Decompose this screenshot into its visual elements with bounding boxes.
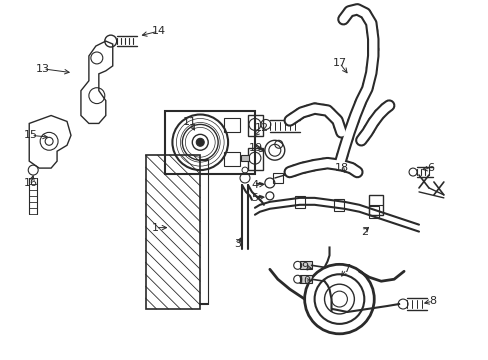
Text: 6: 6 <box>427 163 433 173</box>
Bar <box>247 114 263 136</box>
Bar <box>165 111 254 174</box>
Bar <box>299 261 311 269</box>
Text: 2: 2 <box>360 226 367 237</box>
Text: 19: 19 <box>248 143 263 153</box>
Text: 17: 17 <box>332 58 346 68</box>
Text: 12: 12 <box>254 123 268 134</box>
Bar <box>145 155 200 309</box>
Bar <box>299 275 311 283</box>
Text: 5: 5 <box>251 193 258 203</box>
Text: 8: 8 <box>428 296 436 306</box>
Text: 15: 15 <box>24 130 38 140</box>
Text: 11: 11 <box>183 117 197 127</box>
Bar <box>247 148 263 170</box>
Circle shape <box>196 138 204 146</box>
Bar <box>224 152 240 166</box>
Text: 1: 1 <box>152 222 159 233</box>
Text: 14: 14 <box>151 26 165 36</box>
Text: 9: 9 <box>301 262 307 272</box>
Text: 18: 18 <box>334 163 348 173</box>
Bar <box>241 155 248 161</box>
Bar <box>272 173 282 183</box>
Text: 7: 7 <box>342 264 349 274</box>
Bar <box>368 195 383 215</box>
Text: 4: 4 <box>251 180 258 190</box>
Text: 3: 3 <box>234 239 241 249</box>
Text: 10: 10 <box>297 276 311 286</box>
Bar <box>294 196 304 208</box>
Text: 16: 16 <box>24 178 38 188</box>
Bar <box>334 199 344 211</box>
Bar <box>224 118 240 132</box>
Bar <box>368 206 379 218</box>
Text: 13: 13 <box>36 64 50 74</box>
